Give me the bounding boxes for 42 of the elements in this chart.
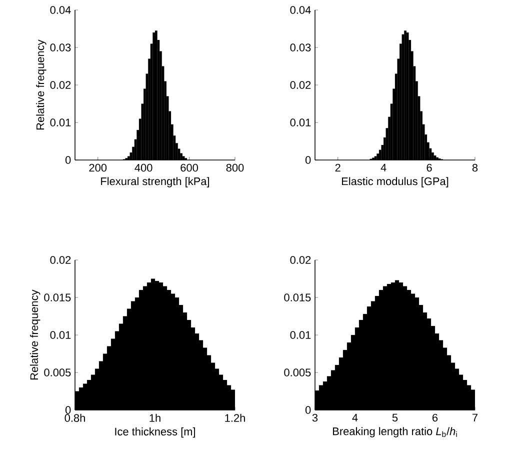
y-tick-label: 0.02 (290, 81, 311, 89)
x-tick-label: 1.2h (225, 414, 245, 422)
x-tick-label: 0.8h (64, 414, 85, 422)
x-tick-label: 800 (226, 164, 244, 172)
y-tick-label: 0 (305, 156, 311, 164)
x-tick-label: 400 (134, 164, 152, 172)
x-tick-label: 6 (432, 414, 438, 422)
y-tick-label: 0.01 (290, 331, 311, 339)
x-tick-label: 8 (472, 164, 478, 172)
y-axis-title: Relative frequency (36, 40, 46, 130)
y-tick-label: 0.005 (284, 368, 311, 376)
y-tick-label: 0.02 (50, 81, 71, 89)
y-tick-label: 0 (65, 406, 71, 414)
y-tick-label: 0.015 (284, 294, 311, 302)
x-tick-label: 2 (335, 164, 340, 172)
y-tick-label: 0 (305, 406, 311, 414)
y-tick-label: 0.04 (290, 6, 311, 14)
x-axis-title: Elastic modulus [GPa] (342, 177, 448, 188)
x-axis-title: Flexural strength [kPa] (101, 177, 210, 188)
x-axis-title: Ice thickness [m] (115, 427, 196, 438)
x-tick-label: 600 (180, 164, 198, 172)
x-tick-label: 6 (426, 164, 432, 172)
y-tick-label: 0.02 (290, 256, 311, 264)
x-tick-label: 200 (89, 164, 107, 172)
x-tick-label: 4 (352, 414, 358, 422)
y-tick-label: 0.01 (50, 331, 71, 339)
y-tick-label: 0.005 (44, 368, 71, 376)
x-tick-label: 5 (392, 414, 398, 422)
y-tick-label: 0.01 (50, 118, 71, 126)
x-tick-label: 4 (380, 164, 386, 172)
y-tick-label: 0.03 (290, 44, 311, 52)
y-tick-label: 0.01 (290, 118, 311, 126)
y-tick-label: 0.015 (44, 294, 71, 302)
y-axis-title: Relative frequency (30, 290, 40, 380)
x-axis-title: Breaking length ratio L$_{b}$/h$_{i}$ (333, 427, 457, 438)
y-tick-label: 0 (65, 156, 71, 164)
x-tick-label: 3 (312, 414, 318, 422)
x-tick-label: 1h (150, 414, 160, 422)
y-tick-label: 0.02 (50, 256, 71, 264)
y-tick-label: 0.04 (50, 6, 71, 14)
x-tick-label: 7 (472, 414, 478, 422)
y-tick-label: 0.03 (50, 44, 71, 52)
